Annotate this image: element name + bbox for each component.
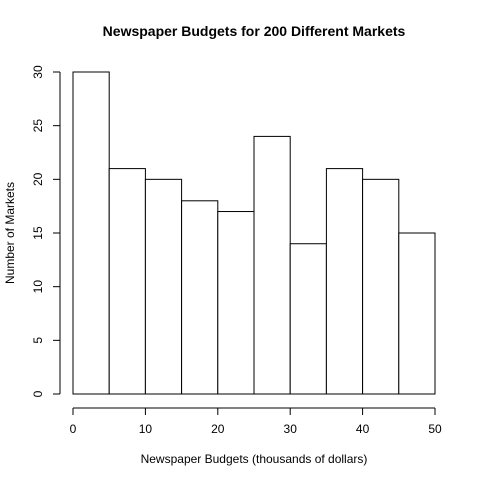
y-tick-label-25: 25 xyxy=(31,119,45,133)
x-tick-label-0: 0 xyxy=(70,422,77,436)
histogram-bar-6 xyxy=(289,243,327,395)
histogram-bar-4 xyxy=(217,211,255,395)
y-tick-label-15: 15 xyxy=(31,226,45,240)
histogram-bar-9 xyxy=(398,232,436,395)
x-tick-label-10: 10 xyxy=(139,422,153,436)
y-tick-label-20: 20 xyxy=(31,172,45,186)
bars-group xyxy=(72,71,436,395)
y-tick-label-10: 10 xyxy=(31,280,45,294)
x-axis-label: Newspaper Budgets (thousands of dollars) xyxy=(141,452,368,466)
histogram-bar-5 xyxy=(253,135,291,395)
y-axis-label: Number of Markets xyxy=(3,182,17,284)
histogram-bar-2 xyxy=(144,178,183,395)
histogram-bar-0 xyxy=(72,71,110,395)
x-axis: 0 10 20 30 40 50 xyxy=(70,407,442,436)
y-tick-label-30: 30 xyxy=(31,65,45,79)
histogram-bar-1 xyxy=(108,168,146,395)
y-tick-label-5: 5 xyxy=(31,337,45,344)
x-tick-label-40: 40 xyxy=(356,422,370,436)
y-tick-label-0: 0 xyxy=(31,390,45,397)
x-tick-label-30: 30 xyxy=(284,422,298,436)
x-tick-label-20: 20 xyxy=(211,422,225,436)
x-tick-label-50: 50 xyxy=(428,422,442,436)
chart-title: Newspaper Budgets for 200 Different Mark… xyxy=(103,23,406,39)
histogram-bar-7 xyxy=(325,168,364,395)
y-axis: 0 5 10 15 20 25 30 xyxy=(31,65,61,397)
histogram-bar-8 xyxy=(362,178,400,395)
histogram-bar-3 xyxy=(181,200,219,395)
